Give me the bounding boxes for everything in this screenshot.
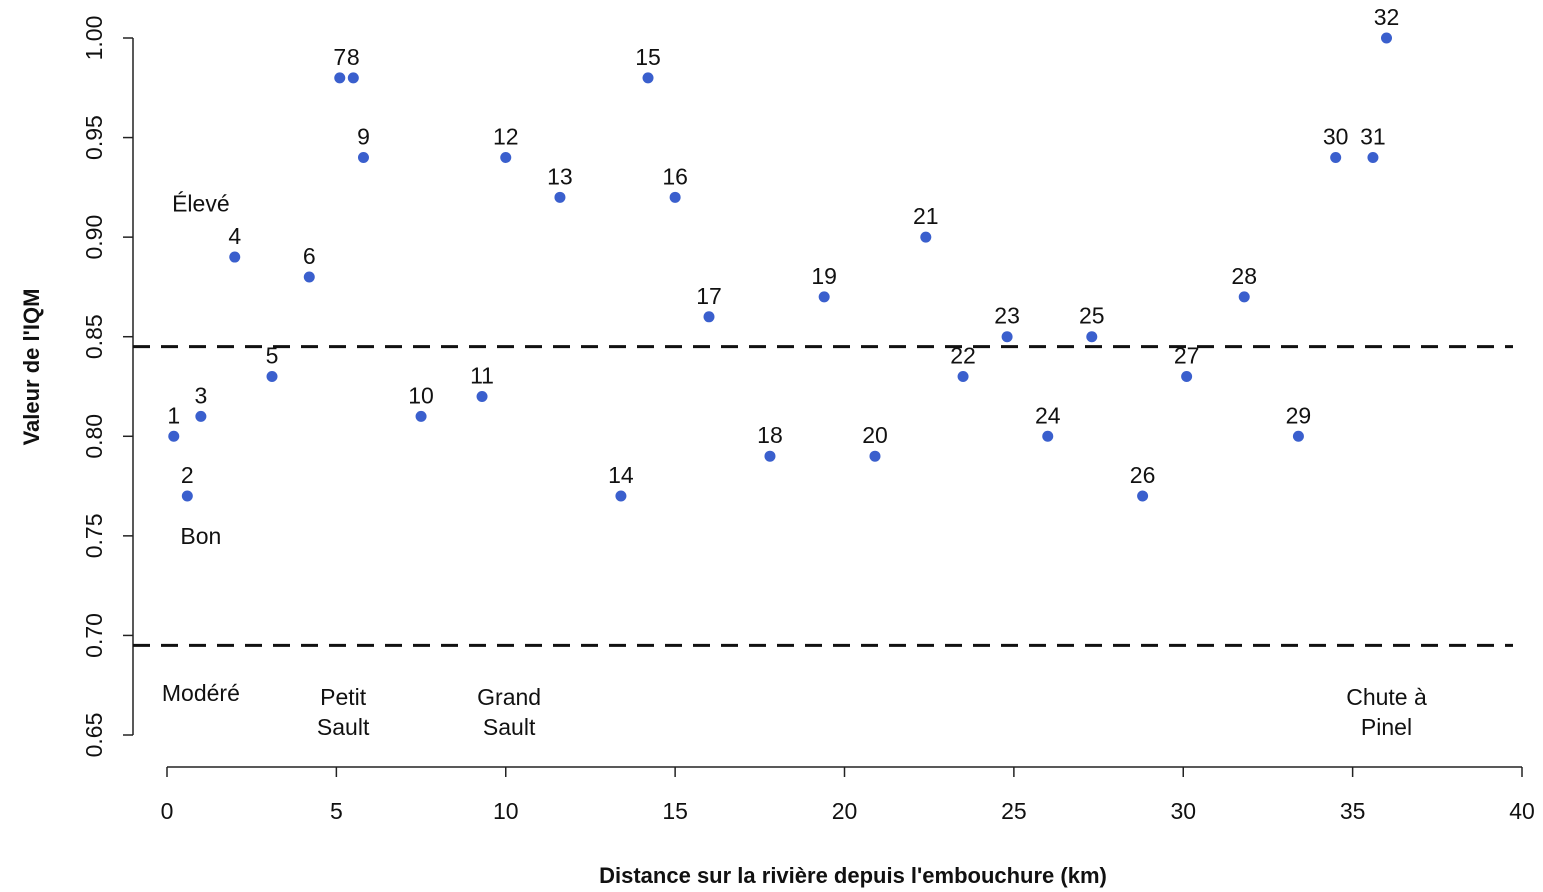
annotation-label: Modéré [162,680,240,706]
data-point [1181,371,1193,383]
data-point-label: 22 [950,343,976,369]
data-point-label: 11 [470,362,494,388]
data-point [1001,331,1013,343]
data-point [818,291,830,303]
x-axis-title: Distance sur la rivière depuis l'embouch… [599,863,1107,888]
data-point [1292,430,1304,442]
data-point [195,410,207,422]
y-tick-label: 0.80 [81,414,107,459]
data-point-label: 18 [757,422,783,448]
data-point [1330,151,1342,163]
data-point [669,191,681,203]
data-point [1381,32,1392,44]
data-point [1086,331,1098,343]
x-tick-label: 10 [493,798,519,824]
data-point-label: 13 [547,163,573,189]
data-point-label: 15 [635,44,661,70]
data-point-label: 30 [1323,123,1349,149]
data-point [415,410,427,422]
y-tick-label: 0.95 [81,115,107,160]
data-point-label: 10 [408,382,434,408]
data-point [181,490,193,502]
annotation-label: Grand Sault [477,684,541,740]
y-tick-label: 0.85 [81,314,107,359]
data-point [476,390,488,402]
data-point-label: 9 [357,123,370,149]
x-tick-label: 5 [330,798,343,824]
data-point-label: 6 [303,243,316,269]
data-point-label: 12 [493,123,519,149]
data-point-label: 26 [1130,462,1156,488]
data-point [347,72,359,84]
y-tick-label: 1.00 [81,16,107,61]
data-point-label: 20 [862,422,888,448]
data-point-label: 32 [1374,4,1400,30]
data-point-label: 24 [1035,402,1061,428]
data-point-label: 1 [167,402,180,428]
data-point-label: 17 [696,283,722,309]
data-point [357,151,369,163]
x-tick-label: 15 [662,798,688,824]
data-point [1137,490,1149,502]
x-tick-label: 20 [832,798,858,824]
data-point [764,450,776,462]
data-point [303,271,315,283]
data-point [168,430,180,442]
data-point-label: 27 [1174,343,1200,369]
data-point-label: 23 [994,303,1020,329]
data-point-label: 2 [181,462,194,488]
data-point [500,151,512,163]
data-point-label: 3 [194,382,207,408]
data-point-label: 25 [1079,303,1105,329]
data-point-label: 19 [811,263,837,289]
data-point-label: 29 [1286,402,1312,428]
data-point [554,191,566,203]
annotations: Élevé Bon Modéré Petit Sault Grand Sault Chute … [162,190,1427,740]
data-point [957,371,969,383]
data-point-label: 5 [266,343,279,369]
data-point-label: 21 [913,203,939,229]
data-point [869,450,881,462]
data-point [703,311,715,323]
x-tick-label: 25 [1001,798,1027,824]
data-point [229,251,241,263]
data-point-label: 8 [347,44,360,70]
data-point-label: 7 [333,44,346,70]
x-tick-label: 35 [1340,798,1366,824]
y-tick-label: 0.75 [81,513,107,558]
data-point [615,490,627,502]
data-point [642,72,654,84]
data-point-label: 14 [608,462,634,488]
reference-lines [133,345,1513,647]
data-point-label: 28 [1231,263,1257,289]
x-tick-label: 40 [1509,798,1535,824]
data-point [1367,151,1379,163]
y-tick-label: 0.70 [81,613,107,658]
x-tick-label: 30 [1170,798,1196,824]
data-point-label: 4 [228,223,241,249]
y-tick-label: 0.65 [81,713,107,758]
y-tick-label: 0.90 [81,215,107,260]
annotation-label: Bon [180,523,221,549]
annotation-label: Chute à Pinel [1346,684,1427,740]
data-point [1238,291,1250,303]
x-tick-label: 0 [161,798,174,824]
axes: 0 5 10 15 20 25 30 35 400.650.700.750.800.850.90… [81,16,1535,824]
data-point [266,371,278,383]
y-axis-title: Valeur de l'IQM [19,289,44,446]
annotation-label: Élevé [172,190,230,216]
data-point [1042,430,1054,442]
data-point [334,72,346,84]
annotation-label: Petit Sault [317,684,370,740]
data-point [920,231,932,243]
data-point-label: 16 [662,163,688,189]
data-point-label: 31 [1360,123,1386,149]
